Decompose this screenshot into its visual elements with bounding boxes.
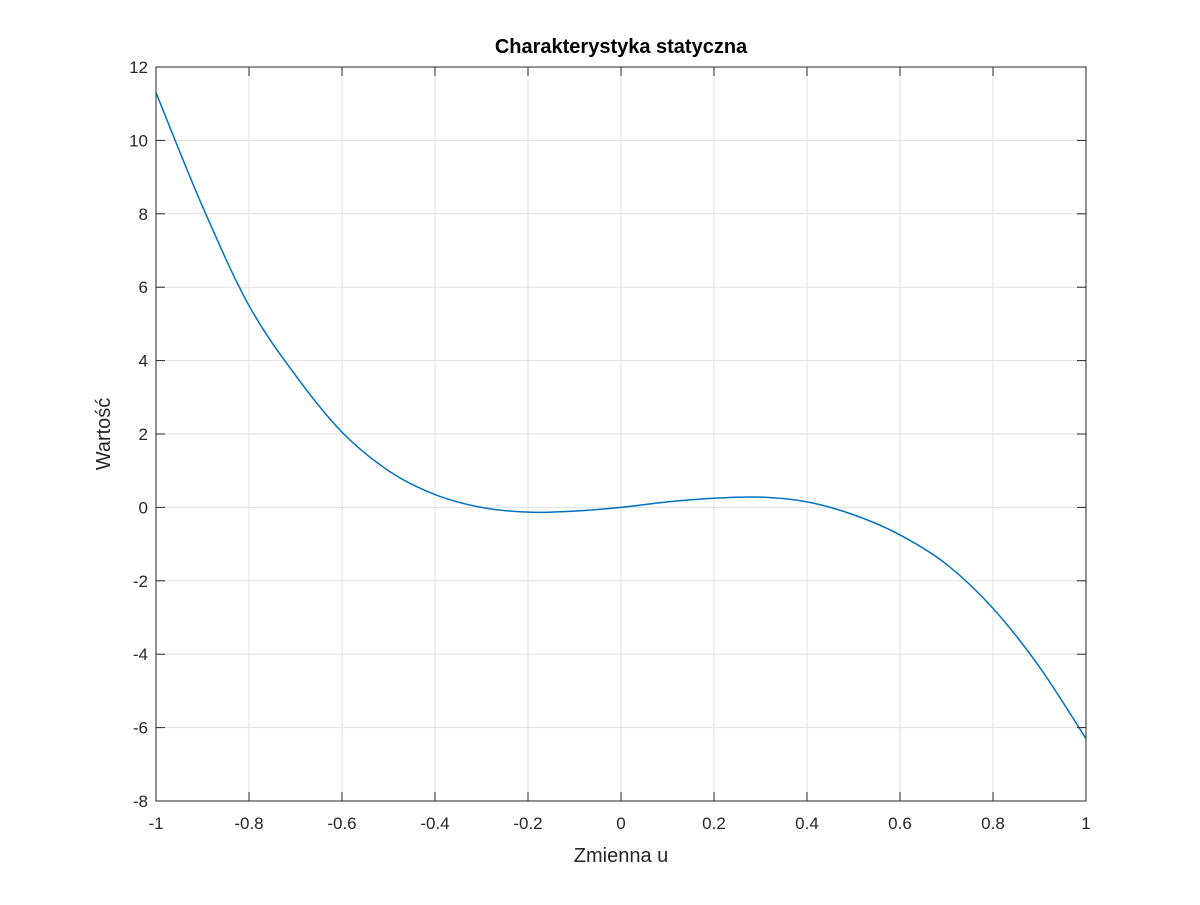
y-tick-label: 0 bbox=[139, 498, 148, 517]
x-tick-label: -0.8 bbox=[234, 814, 263, 833]
y-tick-label: 4 bbox=[139, 352, 148, 371]
y-tick-label: 8 bbox=[139, 205, 148, 224]
x-axis-label: Zmienna u bbox=[574, 845, 669, 867]
x-tick-label: -0.4 bbox=[420, 814, 449, 833]
y-axis-label: Wartość bbox=[93, 398, 115, 471]
x-tick-label: -0.6 bbox=[327, 814, 356, 833]
grid bbox=[156, 67, 1086, 801]
tick-labels: -1 -0.8 -0.6 -0.4 -0.2 0 0.2 0.4 0.6 0.8 1 -8 -6 -4 -2… bbox=[129, 58, 1091, 833]
y-tick-label: 6 bbox=[139, 278, 148, 297]
x-tick-label: 1 bbox=[1081, 814, 1090, 833]
x-tick-label: 0.2 bbox=[702, 814, 726, 833]
y-tick-label: -6 bbox=[133, 719, 148, 738]
y-tick-label: -4 bbox=[133, 645, 148, 664]
x-tick-label: 0.4 bbox=[795, 814, 819, 833]
y-tick-label: 2 bbox=[139, 425, 148, 444]
y-tick-label: 12 bbox=[129, 58, 148, 77]
x-tick-label: 0.6 bbox=[888, 814, 912, 833]
x-tick-label: -0.2 bbox=[513, 814, 542, 833]
plot-area bbox=[155, 92, 1087, 740]
x-tick-label: 0.8 bbox=[981, 814, 1005, 833]
x-tick-label: 0 bbox=[616, 814, 625, 833]
y-tick-label: -8 bbox=[133, 792, 148, 811]
x-tick-label: -1 bbox=[148, 814, 163, 833]
chart-title: Charakterystyka statyczna bbox=[495, 36, 748, 58]
y-tick-label: -2 bbox=[133, 572, 148, 591]
y-tick-label: 10 bbox=[129, 131, 148, 150]
series-line bbox=[155, 92, 1087, 740]
axis-ticks bbox=[155, 66, 1087, 802]
